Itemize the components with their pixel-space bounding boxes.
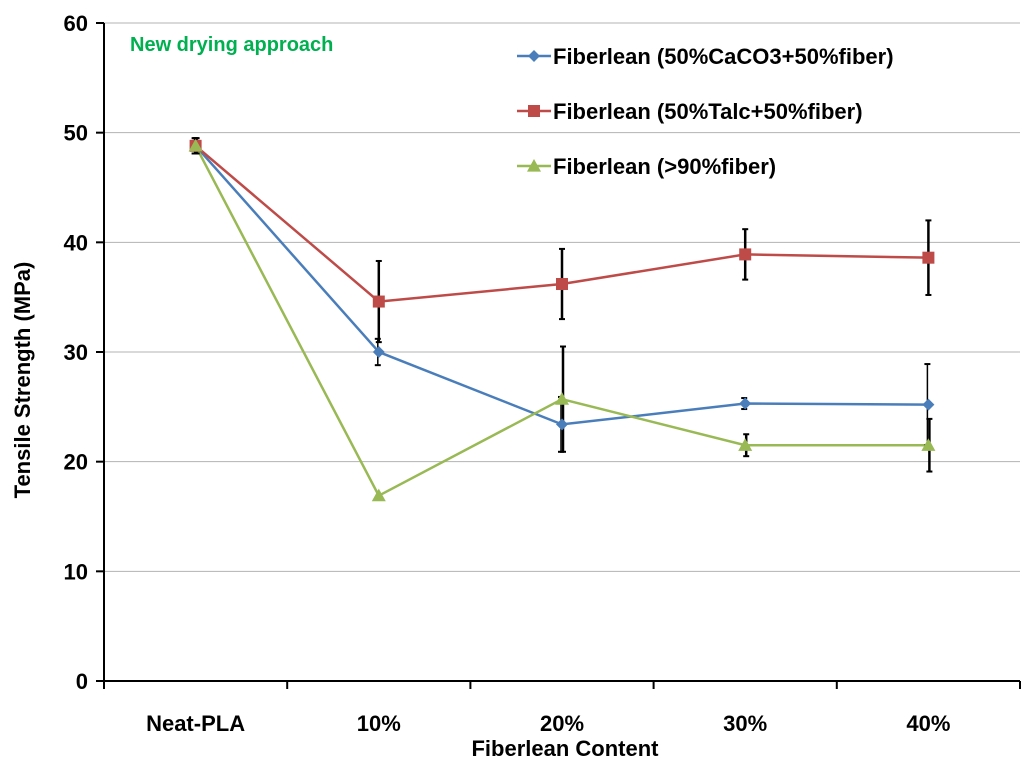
data-point xyxy=(556,278,568,291)
data-point xyxy=(739,397,752,410)
legend-label: Fiberlean (50%Talc+50%fiber) xyxy=(553,99,863,124)
legend-item: Fiberlean (>90%fiber) xyxy=(517,154,776,179)
legend-label: Fiberlean (>90%fiber) xyxy=(553,154,776,179)
data-point xyxy=(372,346,385,358)
y-tick-label: 30 xyxy=(64,340,88,365)
x-axis-title: Fiberlean Content xyxy=(471,736,659,761)
legend-label: Fiberlean (50%CaCO3+50%fiber) xyxy=(553,44,894,69)
y-tick-label: 10 xyxy=(64,559,88,584)
x-tick-label: 30% xyxy=(723,711,767,736)
markers xyxy=(188,138,936,502)
data-point xyxy=(739,248,752,261)
x-tick-label: Neat-PLA xyxy=(146,711,245,736)
y-tick-label: 50 xyxy=(64,121,88,146)
data-point xyxy=(372,295,385,308)
y-ticks: 0 10 20 30 40 50 60 xyxy=(64,11,104,694)
y-tick-label: 40 xyxy=(64,230,88,255)
data-point xyxy=(555,392,569,405)
data-point xyxy=(556,418,568,431)
y-axis-title: Tensile Strength (MPa) xyxy=(10,262,35,499)
legend: Fiberlean (50%CaCO3+50%fiber) Fiberlean (… xyxy=(517,44,894,179)
data-point xyxy=(922,251,935,264)
legend-item: Fiberlean (50%Talc+50%fiber) xyxy=(517,99,863,124)
x-ticks: Neat-PLA 10% 20% 30% 40% xyxy=(103,681,1021,736)
legend-marker xyxy=(527,159,541,172)
data-point xyxy=(921,438,936,451)
x-tick-label: 20% xyxy=(540,711,584,736)
x-tick-label: 10% xyxy=(357,711,401,736)
legend-marker xyxy=(528,50,540,62)
data-point xyxy=(188,138,203,152)
x-tick-label: 40% xyxy=(906,711,950,736)
legend-item: Fiberlean (50%CaCO3+50%fiber) xyxy=(517,44,894,69)
annotation-text: New drying approach xyxy=(130,34,333,56)
y-tick-label: 20 xyxy=(64,450,88,475)
y-tick-label: 60 xyxy=(64,11,88,36)
legend-marker xyxy=(528,105,540,117)
data-point xyxy=(371,488,386,502)
data-point xyxy=(738,438,753,451)
data-point xyxy=(922,398,935,411)
y-tick-label: 0 xyxy=(76,669,88,694)
